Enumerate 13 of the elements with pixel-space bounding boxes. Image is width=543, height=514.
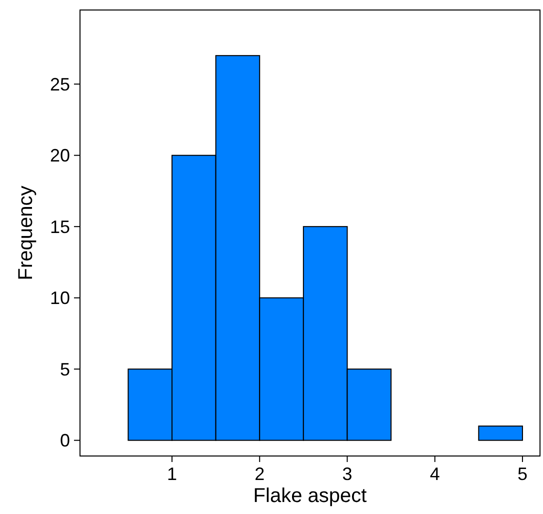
- x-tick-label: 2: [254, 464, 265, 484]
- y-axis-title: Frequency: [15, 186, 37, 280]
- x-tick-label: 1: [166, 464, 178, 484]
- y-tick-label: 0: [60, 430, 70, 451]
- x-tick-label: 3: [342, 464, 352, 484]
- y-tick-label: 15: [50, 216, 70, 237]
- y-tick-label: 5: [60, 359, 70, 380]
- y-tick-label: 25: [50, 74, 70, 94]
- x-axis-title: Flake aspect: [253, 485, 368, 507]
- y-tick-label: 20: [50, 146, 70, 166]
- x-tick-label: 4: [430, 464, 440, 484]
- x-tick-label: 5: [517, 464, 528, 484]
- y-tick-label: 10: [50, 288, 70, 308]
